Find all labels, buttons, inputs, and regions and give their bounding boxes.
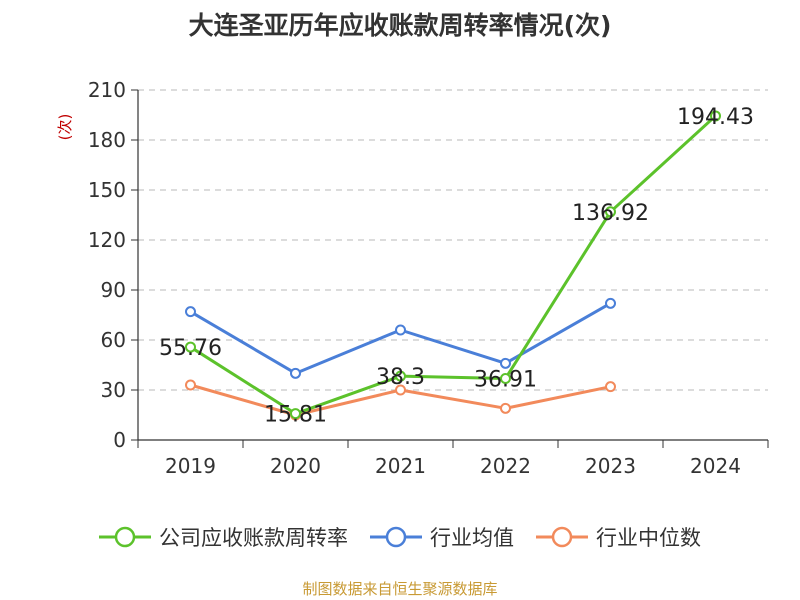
legend-circle xyxy=(385,526,407,548)
x-tick-label: 2021 xyxy=(375,454,426,478)
data-label: 55.76 xyxy=(159,336,222,361)
grid-lines xyxy=(138,89,768,391)
legend-item: 行业中位数 xyxy=(536,522,701,552)
y-axis-label: (次) xyxy=(56,114,74,141)
data-label: 194.43 xyxy=(677,105,754,130)
data-label: 36.91 xyxy=(474,367,537,392)
y-tick-label: 90 xyxy=(101,278,126,302)
data-point xyxy=(290,408,301,420)
legend-item: 行业均值 xyxy=(370,522,514,552)
y-tick-label: 210 xyxy=(88,78,126,102)
legend-label: 行业中位数 xyxy=(596,526,701,550)
x-tick-label: 2023 xyxy=(585,454,636,478)
legend-label: 行业均值 xyxy=(430,526,514,550)
legend-marker xyxy=(536,526,588,548)
data-point xyxy=(185,341,196,353)
data-point xyxy=(500,372,511,384)
data-point xyxy=(395,370,406,382)
data-point xyxy=(185,306,196,318)
y-tick-label: 120 xyxy=(88,228,126,252)
y-tick-label: 30 xyxy=(101,378,126,402)
data-point xyxy=(605,206,616,218)
source-note: 制图数据来自恒生聚源数据库 xyxy=(302,580,498,598)
x-tick-label: 2020 xyxy=(270,454,321,478)
data-point xyxy=(395,384,406,396)
data-label: 136.92 xyxy=(572,201,649,226)
legend-marker xyxy=(370,526,422,548)
data-labels: 55.76 15.81 38.3 36.91 136.92 194.43 xyxy=(159,105,754,428)
legend-label: 公司应收账款周转率 xyxy=(159,526,348,550)
data-point xyxy=(500,357,511,369)
data-point xyxy=(290,367,301,379)
legend-circle xyxy=(551,526,573,548)
y-tick-label: 0 xyxy=(113,428,126,452)
data-point xyxy=(395,324,406,336)
y-tick-label: 60 xyxy=(101,328,126,352)
chart-title: 大连圣亚历年应收账款周转率情况(次) xyxy=(188,11,612,40)
data-point xyxy=(185,379,196,391)
x-tick-label: 2019 xyxy=(165,454,216,478)
series-line xyxy=(189,114,717,416)
data-point xyxy=(605,381,616,393)
series-lines xyxy=(185,110,721,421)
data-label: 38.3 xyxy=(376,365,425,390)
legend-item: 公司应收账款周转率 xyxy=(99,522,348,552)
data-point xyxy=(710,110,721,122)
axes: 0 30 60 90 120 150 180 210 2019 2020 2021 2022 2023 2… xyxy=(88,78,769,478)
data-label: 15.81 xyxy=(264,403,327,428)
x-tick-label: 2024 xyxy=(690,454,741,478)
y-tick-label: 150 xyxy=(88,178,126,202)
data-point xyxy=(500,402,511,414)
y-tick-label: 180 xyxy=(88,128,126,152)
legend: 公司应收账款周转率 行业均值 行业中位数 xyxy=(0,520,800,554)
data-point xyxy=(605,297,616,309)
legend-circle xyxy=(114,526,136,548)
legend-marker xyxy=(99,526,151,548)
x-tick-label: 2022 xyxy=(480,454,531,478)
